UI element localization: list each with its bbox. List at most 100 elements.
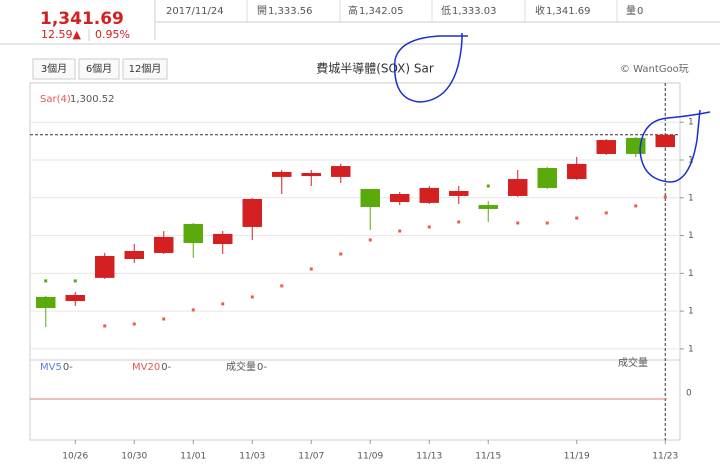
sar-dot xyxy=(368,238,372,242)
sar-dot xyxy=(604,211,608,215)
candle-body xyxy=(537,168,557,188)
quote-value: 1,342.05 xyxy=(359,6,404,17)
y-tick-label: 1 xyxy=(688,155,694,165)
sar-legend-value: 1,300.52 xyxy=(70,94,115,105)
candle-body xyxy=(655,134,675,148)
sar-dot xyxy=(132,322,136,326)
sar-dot xyxy=(575,216,579,220)
x-tick-label: 11/13 xyxy=(416,452,442,462)
volume-legend-value: 0- xyxy=(63,362,73,373)
sar-legend: Sar(4) xyxy=(40,94,71,105)
volume-legend-value: 0- xyxy=(257,362,267,373)
quote-label: 收 xyxy=(535,4,545,17)
candle-body xyxy=(449,190,469,196)
sar-dot xyxy=(191,308,195,312)
range-button[interactable] xyxy=(32,58,76,80)
sar-dot xyxy=(545,221,549,225)
x-tick-label: 11/23 xyxy=(652,452,678,462)
x-tick-label: 10/30 xyxy=(121,452,147,462)
candle-body xyxy=(596,140,616,154)
candle-body xyxy=(272,171,292,177)
copyright: © WantGoo玩 xyxy=(620,64,689,75)
candle-body xyxy=(419,187,439,203)
sar-dot xyxy=(221,302,225,306)
volume-legend: MV5 xyxy=(40,362,62,373)
x-tick-label: 11/01 xyxy=(180,452,206,462)
sar-dot xyxy=(398,229,402,233)
buttons: 3個月 6個月 12個月 xyxy=(32,58,168,80)
x-tick-label: 11/09 xyxy=(357,452,383,462)
annotation xyxy=(393,33,468,103)
range-button-label[interactable]: 12個月 xyxy=(129,62,162,75)
y-tick-label: 1 xyxy=(688,344,694,354)
candle-body xyxy=(154,236,174,253)
sar-dot xyxy=(44,279,48,283)
candle-body xyxy=(124,250,144,259)
change: 12.59▲ xyxy=(41,28,81,41)
candle-body xyxy=(360,189,380,208)
x-tick-label: 11/03 xyxy=(239,452,265,462)
quotes: 開 1,333.56 高 1,342.05 低 1,333.03 收 1,341.69 量 0 xyxy=(246,0,643,22)
sar-dot xyxy=(339,252,343,256)
candle-body xyxy=(301,172,321,177)
sar-dot xyxy=(162,317,166,321)
candle-body xyxy=(65,294,85,302)
date: 2017/11/24 xyxy=(166,6,224,17)
chart: 1 1 1 1 1 1 1 10/26 10/30 11/01 11/03 11/07 11/09 11/… xyxy=(30,83,694,462)
volume-legend-value: 0- xyxy=(161,362,171,373)
volume-legend: MV20 xyxy=(132,362,160,373)
candle-body xyxy=(567,163,587,180)
quote-value: 0 xyxy=(637,6,643,17)
quote-label: 開 xyxy=(257,5,267,17)
x-tick-label: 10/26 xyxy=(62,452,88,462)
plot-frame xyxy=(29,82,681,441)
annotation xyxy=(639,109,711,183)
quote-label: 量 xyxy=(626,5,636,17)
candle-body xyxy=(36,296,56,308)
quote-value: 1,341.69 xyxy=(546,6,591,17)
candle-body xyxy=(626,137,646,154)
sar-dot xyxy=(103,324,107,328)
sar-dot xyxy=(634,204,638,208)
y-tick-label: 1 xyxy=(688,118,694,128)
range-button[interactable] xyxy=(122,58,168,80)
y-tick-label: 1 xyxy=(688,193,694,203)
y-tick-label: 1 xyxy=(688,269,694,279)
x-tick-label: 11/07 xyxy=(298,452,324,462)
volume-tick-label: 0 xyxy=(686,389,692,399)
quote-label: 高 xyxy=(348,4,358,17)
price: 1,341.69 xyxy=(40,9,124,29)
range-button-label[interactable]: 6個月 xyxy=(86,62,112,75)
candle-body xyxy=(213,233,233,245)
volume-legend: 成交量 xyxy=(226,360,256,373)
sar-dot xyxy=(250,295,254,299)
x-tick-label: 11/19 xyxy=(564,452,590,462)
y-tick-label: 1 xyxy=(688,231,694,241)
quote-value: 1,333.56 xyxy=(268,6,313,17)
candle-body xyxy=(508,179,528,196)
sar-dot xyxy=(516,221,520,225)
candle-body xyxy=(478,205,498,209)
candle-body xyxy=(390,194,410,203)
sar-dot xyxy=(486,184,490,188)
candle-body xyxy=(242,198,262,227)
sar-dot xyxy=(427,225,431,229)
candle-body xyxy=(95,255,115,278)
sar-dot xyxy=(457,220,461,224)
range-button[interactable] xyxy=(78,58,120,80)
x-tick-label: 11/15 xyxy=(475,452,501,462)
sar-dot xyxy=(280,284,284,288)
candle-body xyxy=(331,166,351,177)
quote-value: 1,333.03 xyxy=(452,6,497,17)
sar-dot xyxy=(73,279,77,283)
range-button-label[interactable]: 3個月 xyxy=(41,62,67,75)
quote-label: 低 xyxy=(441,4,451,17)
sar-dot xyxy=(663,195,667,199)
y-tick-label: 1 xyxy=(688,307,694,317)
candle-body xyxy=(183,223,203,243)
chart-title: 費城半導體(SOX) Sar xyxy=(316,61,434,76)
sar-dot xyxy=(309,267,313,271)
volume-title: 成交量 xyxy=(618,356,648,369)
percent: 0.95% xyxy=(95,28,130,41)
